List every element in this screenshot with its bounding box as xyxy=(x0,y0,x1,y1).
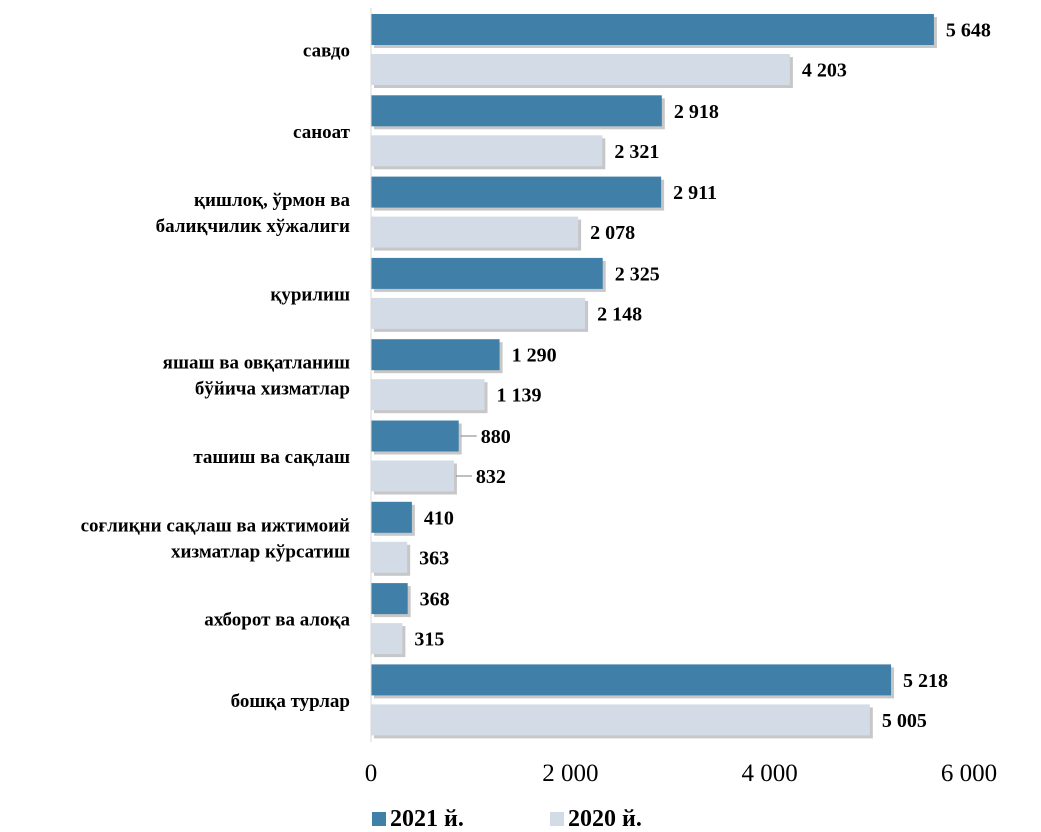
bar-2020 xyxy=(371,54,790,85)
value-label: 1 290 xyxy=(512,345,557,367)
category-label: соғлиқни сақлаш ва ижтимоий xyxy=(81,515,350,536)
category-label: бўйича хизматлар xyxy=(195,379,350,400)
value-label: 2 148 xyxy=(597,303,642,325)
category-label: бошқа турлар xyxy=(231,691,350,712)
bar-2021 xyxy=(371,95,662,127)
bar-2020 xyxy=(371,379,485,411)
bar-2020 xyxy=(371,541,408,573)
value-label: 2 325 xyxy=(615,263,660,285)
bar-2021 xyxy=(371,501,412,533)
legend-swatch-2021 xyxy=(372,812,386,826)
x-tick-label: 4 000 xyxy=(742,760,798,787)
value-label: 4 203 xyxy=(802,60,847,82)
category-label: ахборот ва алоқа xyxy=(204,610,350,631)
value-labels: 5 648 4 203 2 918 2 321 2 911 2 078 2 325 2 148… xyxy=(414,20,991,732)
bar-2020 xyxy=(371,623,403,655)
bar-2020 xyxy=(371,297,586,329)
value-label: 5 648 xyxy=(946,20,991,42)
value-label: 368 xyxy=(420,589,450,611)
value-label: 5 218 xyxy=(903,670,948,692)
bar-2021 xyxy=(371,257,603,289)
category-label: яшаш ва овқатланиш xyxy=(163,353,350,374)
value-label: 363 xyxy=(419,547,449,569)
category-label: хизматлар кўрсатиш xyxy=(171,541,350,562)
category-label: қурилиш xyxy=(270,284,350,305)
value-label: 2 321 xyxy=(614,141,659,163)
x-tick-label: 6 000 xyxy=(941,760,997,787)
value-label: 880 xyxy=(481,426,511,448)
bar-2020 xyxy=(371,135,603,167)
bar-2021 xyxy=(371,420,459,452)
legend: 2021 й. 2020 й. xyxy=(372,806,642,832)
value-label: 832 xyxy=(476,466,506,488)
value-label: 2 918 xyxy=(674,101,719,123)
legend-label-2021: 2021 й. xyxy=(390,806,464,832)
value-label: 5 005 xyxy=(882,710,927,732)
bar-2021 xyxy=(371,176,662,208)
legend-swatch-2020 xyxy=(550,812,564,826)
value-label: 2 911 xyxy=(673,182,717,204)
category-label: савдо xyxy=(303,41,350,62)
value-label: 1 139 xyxy=(497,385,542,407)
value-label: 2 078 xyxy=(590,222,635,244)
category-label: балиқчилик хўжалиги xyxy=(156,216,350,237)
x-tick-label: 0 xyxy=(365,760,378,787)
category-label: ташиш ва сақлаш xyxy=(193,447,350,468)
category-labels: савдо саноат қишлоқ, ўрмон ва балиқчилик хў… xyxy=(81,41,351,712)
bar-2021 xyxy=(371,664,892,696)
bar-2021 xyxy=(371,583,408,615)
bar-2020 xyxy=(371,704,870,736)
bars xyxy=(371,14,937,739)
bar-2020 xyxy=(371,216,579,248)
category-label: қишлоқ, ўрмон ва xyxy=(194,190,350,211)
legend-label-2020: 2020 й. xyxy=(568,806,642,832)
x-axis-ticks: 0 2 000 4 000 6 000 xyxy=(365,760,997,787)
bar-2021 xyxy=(371,339,500,371)
bar-2020 xyxy=(371,460,454,492)
value-label: 410 xyxy=(424,507,454,529)
bar-2021 xyxy=(371,14,934,45)
category-label: саноат xyxy=(293,122,351,143)
x-tick-label: 2 000 xyxy=(542,760,598,787)
value-label: 315 xyxy=(414,629,444,651)
